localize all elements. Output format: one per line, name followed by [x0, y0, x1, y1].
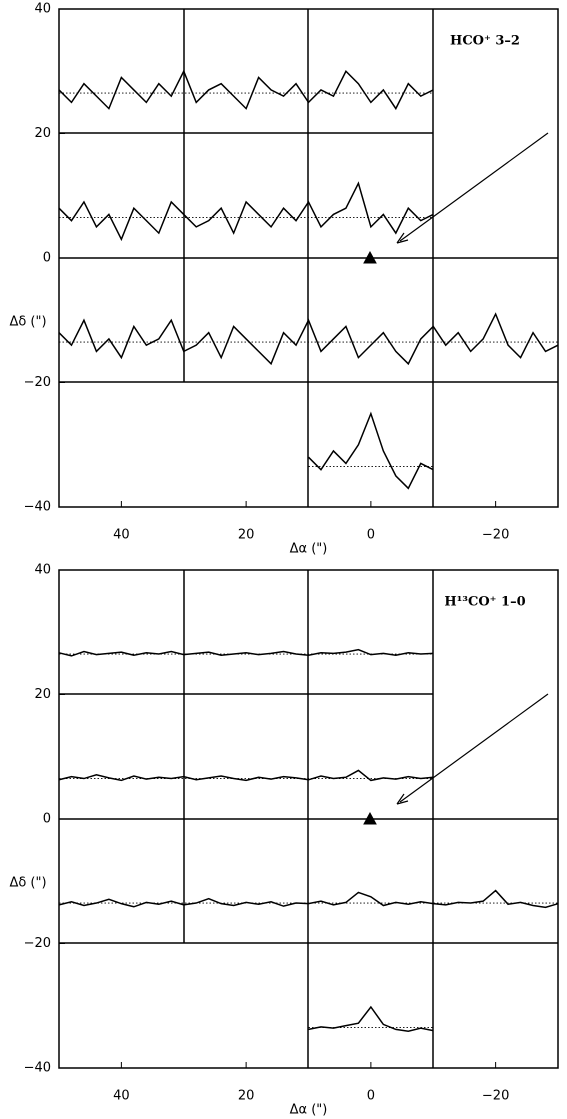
x-tick-label: 0: [367, 1089, 375, 1104]
spectrum: [58, 312, 559, 366]
y-tick-label: 0: [43, 812, 51, 827]
x-tick-label: −20: [482, 1089, 509, 1104]
y-axis-label: Δδ ("): [9, 315, 46, 330]
y-tick-label: −20: [24, 375, 51, 390]
spectrum: [308, 1005, 434, 1033]
y-tick-label: 0: [43, 251, 51, 266]
panel-title: H¹³CO⁺ 1–0: [444, 595, 525, 610]
annotations: [363, 132, 549, 825]
y-tick-label: 20: [34, 687, 51, 702]
x-tick-label: 0: [367, 528, 375, 543]
y-tick-label: −20: [24, 936, 51, 951]
x-tick-label: 20: [238, 528, 255, 543]
spectrum: [307, 411, 434, 490]
spectrum: [58, 181, 434, 242]
spectrum: [58, 69, 434, 111]
spectrum: [58, 889, 559, 909]
panel-title: HCO⁺ 3–2: [450, 34, 520, 49]
y-tick-label: 40: [34, 563, 51, 578]
y-tick-label: 40: [34, 2, 51, 17]
y-tick-label: 20: [34, 126, 51, 141]
y-axis-label: Δδ ("): [9, 876, 46, 891]
x-axis-label: Δα ("): [290, 1103, 328, 1118]
spectrum: [58, 769, 434, 782]
x-tick-label: −20: [482, 528, 509, 543]
cell-grid: [59, 9, 558, 1068]
y-tick-label: −40: [24, 1061, 51, 1076]
x-tick-label: 20: [238, 1089, 255, 1104]
x-tick-label: 40: [113, 1089, 130, 1104]
y-tick-label: −40: [24, 500, 51, 515]
spectrum: [58, 648, 434, 657]
x-tick-label: 40: [113, 528, 130, 543]
x-axis-label: Δα ("): [290, 542, 328, 557]
